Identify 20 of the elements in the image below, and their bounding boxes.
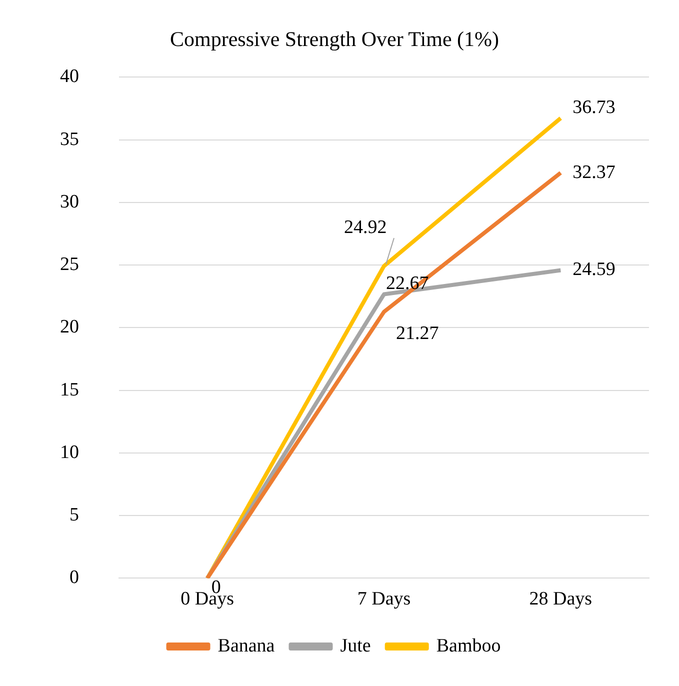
y-tick-label: 0: [70, 567, 79, 588]
chart-title: Compressive Strength Over Time (1%): [170, 27, 499, 52]
legend-label: Banana: [218, 635, 276, 656]
data-label: 32.37: [572, 162, 616, 183]
y-tick-label: 25: [60, 254, 79, 276]
data-label: 24.59: [572, 259, 616, 280]
data-label: 24.92: [344, 217, 387, 238]
legend-label: Bamboo: [436, 635, 501, 656]
data-label: 36.73: [572, 97, 616, 118]
y-tick-label: 20: [60, 316, 79, 338]
legend-label: Jute: [340, 635, 371, 656]
y-tick-label: 40: [60, 66, 79, 88]
y-tick-label: 30: [60, 191, 79, 212]
x-tick-label: 28 Days: [529, 588, 592, 610]
x-tick-label: 7 Days: [357, 588, 411, 610]
y-tick-label: 15: [60, 379, 79, 400]
y-tick-label: 35: [60, 128, 79, 150]
data-label: 21.27: [396, 322, 439, 344]
y-tick-label: 10: [60, 442, 79, 463]
y-tick-label: 5: [70, 504, 79, 526]
